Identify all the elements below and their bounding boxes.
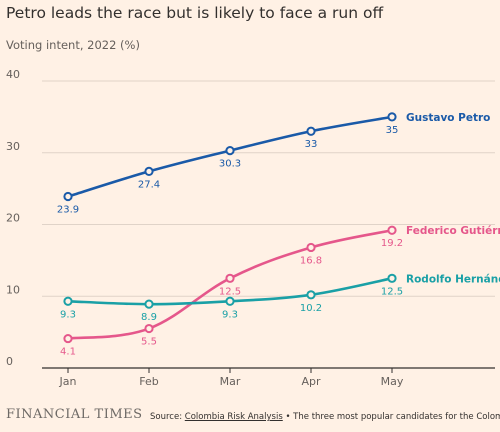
data-point[interactable] (387, 225, 397, 235)
source-prefix: Source: (150, 412, 185, 422)
data-point[interactable] (225, 145, 235, 156)
x-tick-label: Apr (301, 375, 321, 388)
data-label: 8.9 (141, 312, 157, 323)
x-tick-label: May (381, 375, 404, 388)
data-point[interactable] (306, 126, 316, 136)
data-label: 35 (386, 125, 399, 136)
series-line (66, 115, 394, 198)
x-tick-label: Jan (59, 375, 77, 388)
x-tick-label: Feb (139, 375, 158, 388)
source-link[interactable]: Colombia Risk Analysis (184, 412, 283, 422)
data-label: 12.5 (219, 286, 241, 297)
data-point[interactable] (387, 273, 397, 283)
data-point[interactable] (63, 191, 73, 202)
y-tick-label: 0 (6, 355, 13, 368)
x-tick-label: Mar (220, 375, 241, 388)
y-tick-label: 10 (6, 283, 20, 296)
data-point[interactable] (306, 290, 316, 300)
data-point[interactable] (306, 242, 316, 253)
ft-logo-text: FINANCIAL TIMES (6, 407, 143, 422)
data-label: 23.9 (57, 205, 79, 216)
series-name-label: Rodolfo Hernández (406, 273, 500, 285)
data-point[interactable] (225, 273, 235, 283)
data-label: 30.3 (219, 159, 241, 170)
source-suffix: • The three most popular candidates for … (282, 412, 500, 422)
line-chart: 0 10 20 30 40 Jan Feb Mar Apr May 23.9 27.4 30.3 33 35… (6, 68, 500, 388)
data-point[interactable] (63, 333, 73, 344)
data-point[interactable] (144, 299, 154, 309)
y-tick-label: 40 (6, 68, 20, 81)
data-label: 33 (305, 139, 318, 150)
series-name-label: Gustavo Petro (406, 112, 490, 124)
series-line (66, 228, 394, 340)
chart-subtitle: Voting intent, 2022 (%) (6, 38, 140, 52)
data-point[interactable] (225, 296, 235, 306)
data-label: 9.3 (222, 309, 238, 320)
series-name-label: Federico Gutiérrez (406, 225, 500, 237)
data-point[interactable] (387, 112, 397, 122)
data-label: 10.2 (300, 303, 322, 314)
chart-title: Petro leads the race but is likely to fa… (6, 4, 384, 22)
data-label: 16.8 (300, 255, 322, 266)
data-point[interactable] (144, 166, 154, 177)
y-tick-label: 30 (6, 140, 20, 153)
data-label: 5.5 (141, 337, 157, 348)
data-label: 27.4 (138, 179, 160, 190)
source-note: Source: Colombia Risk Analysis • The thr… (150, 412, 500, 422)
data-label: 12.5 (381, 286, 403, 297)
data-label: 9.3 (60, 309, 76, 320)
y-tick-label: 20 (6, 212, 20, 225)
data-label: 4.1 (60, 347, 76, 358)
data-point[interactable] (144, 323, 154, 334)
data-label: 19.2 (381, 238, 403, 249)
data-point[interactable] (63, 296, 73, 306)
